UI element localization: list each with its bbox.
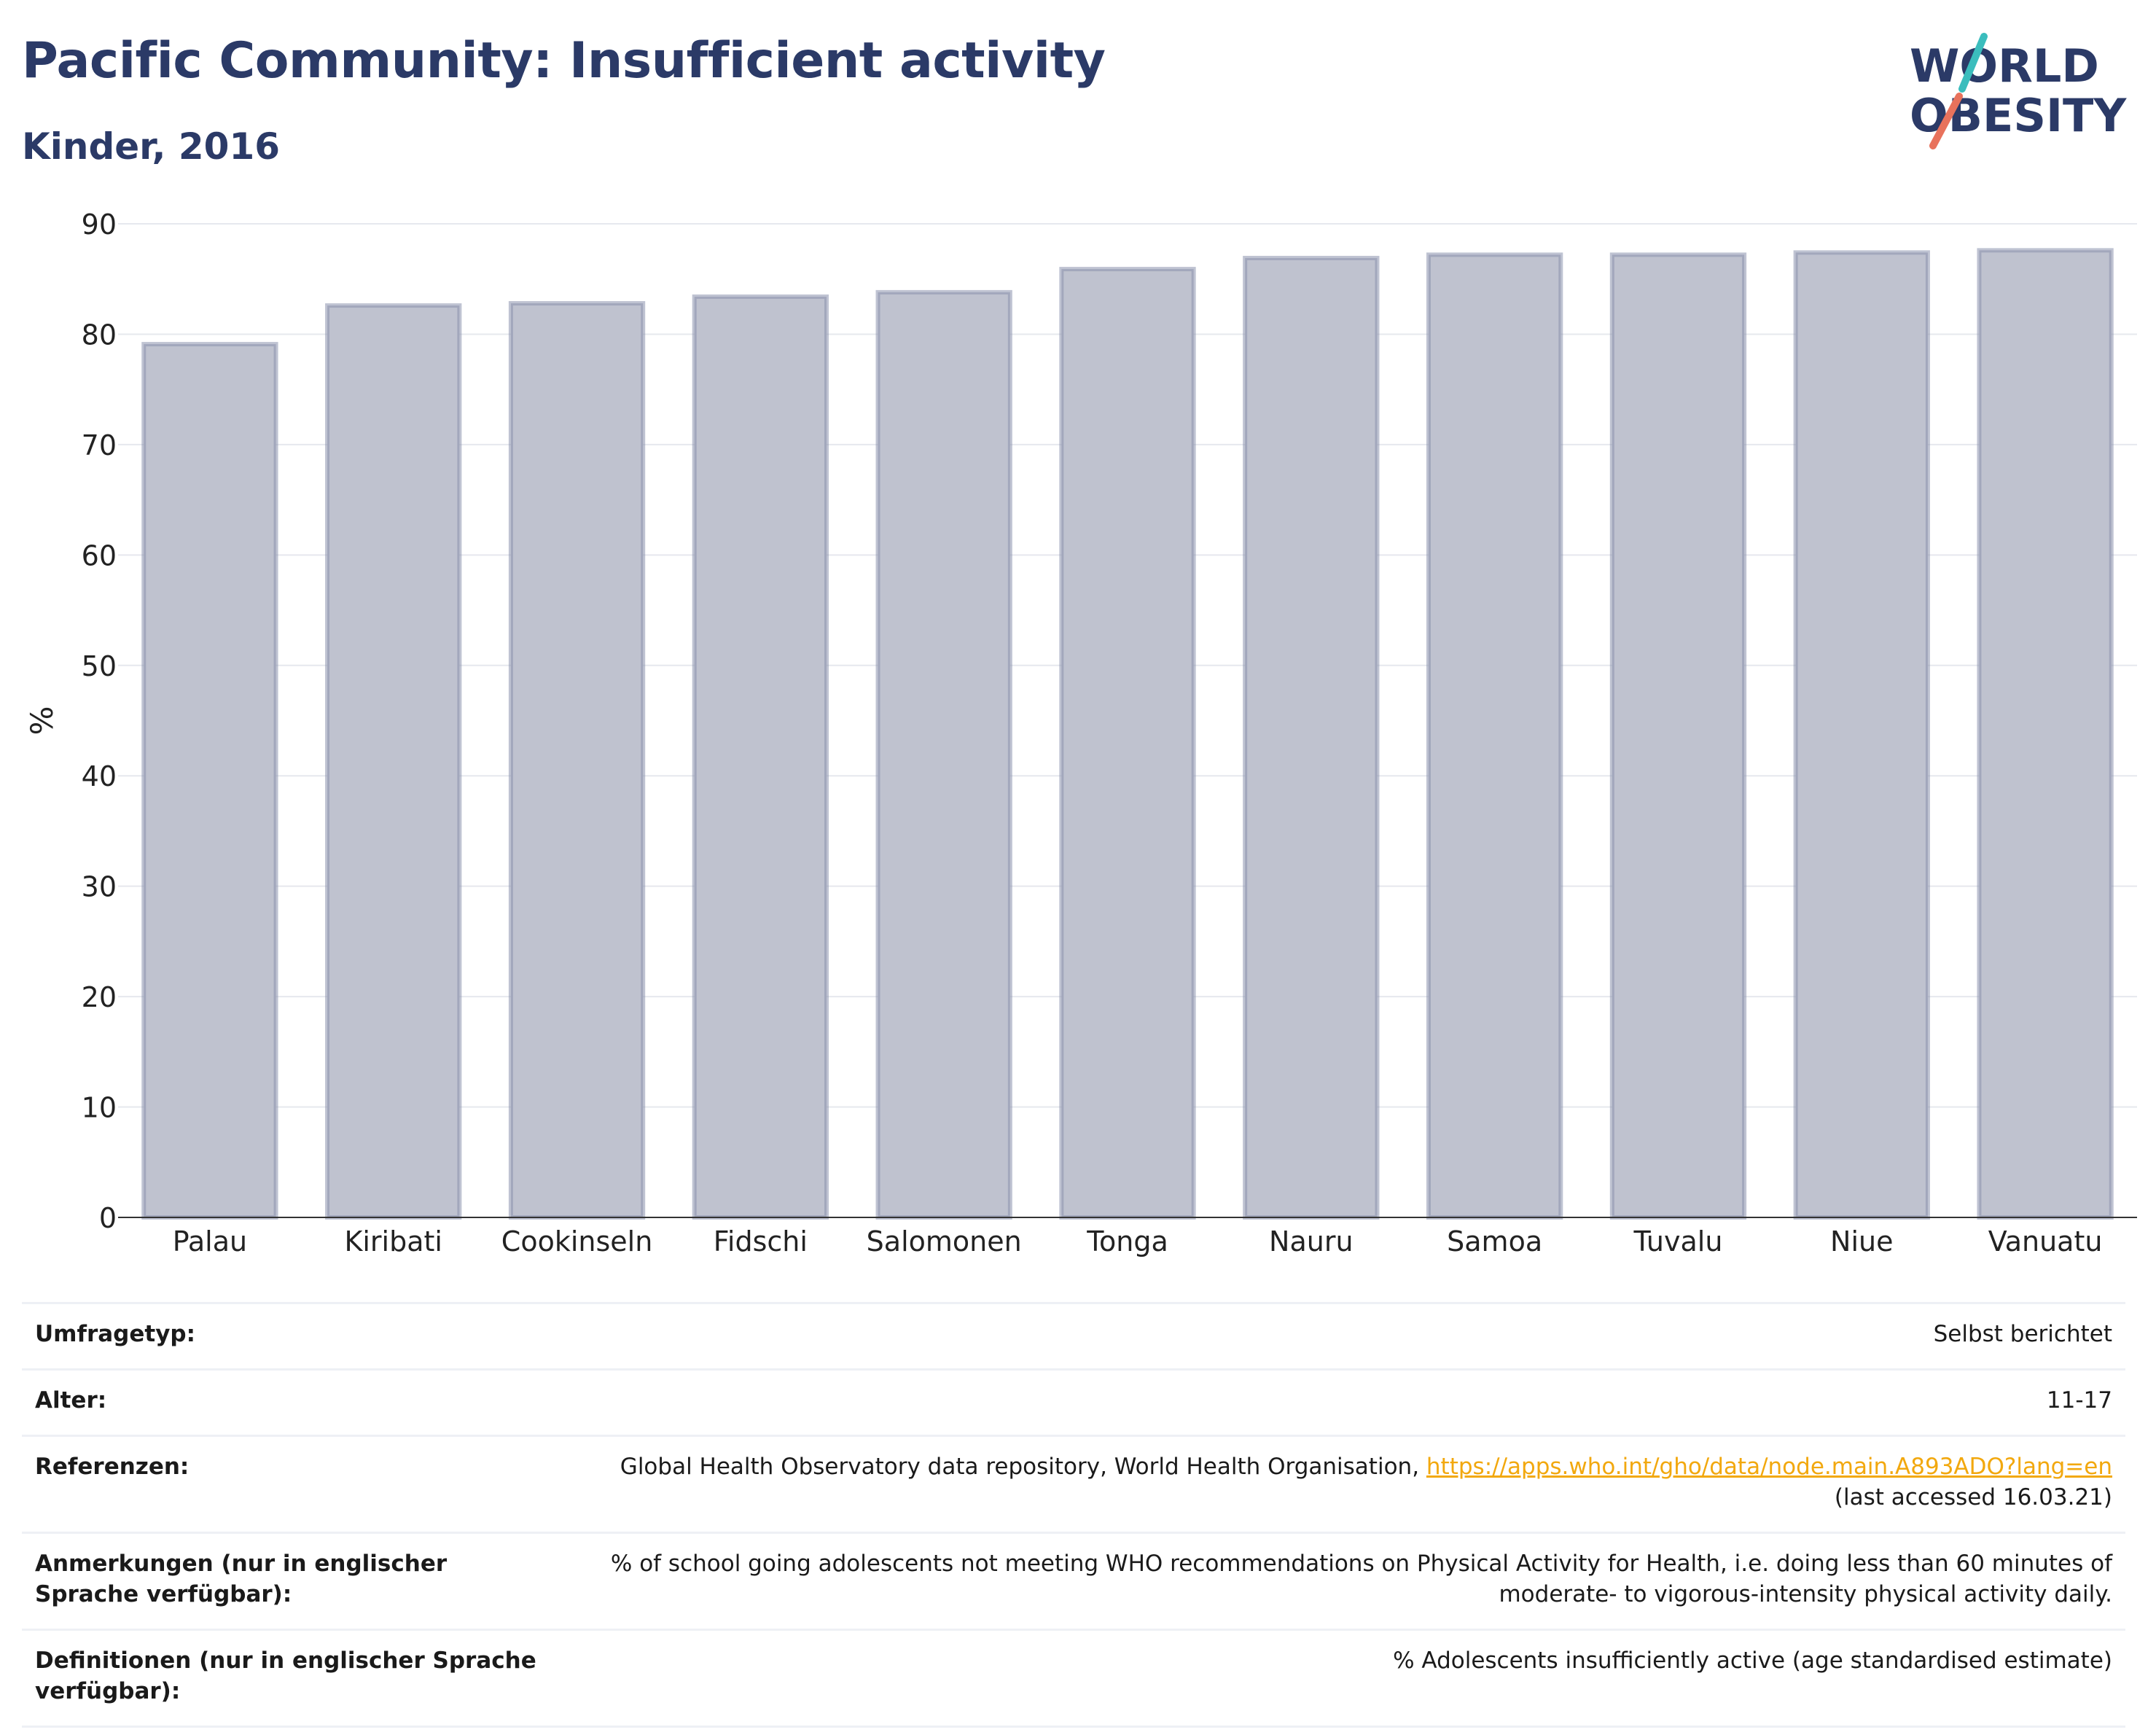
y-tick-label: 50 <box>82 650 117 682</box>
reference-accessed: (last accessed 16.03.21) <box>1834 1484 2112 1510</box>
y-tick-label: 70 <box>82 429 117 461</box>
reference-link[interactable]: https://apps.who.int/gho/data/node.main.… <box>1426 1454 2112 1480</box>
reference-text: Global Health Observatory data repositor… <box>620 1454 1426 1480</box>
x-tick-label: Tonga <box>1086 1225 1168 1258</box>
bar <box>875 289 1012 1220</box>
bar <box>1609 252 1747 1220</box>
y-tick-label: 10 <box>82 1092 117 1124</box>
meta-row-survey-type: Umfragetyp: Selbst berichtet <box>22 1302 2125 1370</box>
y-tick-label: 0 <box>99 1202 117 1234</box>
y-tick-label: 90 <box>82 208 117 241</box>
meta-label: Referenzen: <box>22 1435 558 1533</box>
bar <box>1426 252 1563 1220</box>
x-tick-label: Kiribati <box>344 1225 442 1258</box>
bar <box>141 342 278 1220</box>
x-tick-label: Cookinseln <box>501 1225 653 1258</box>
x-tick-label: Fidschi <box>714 1225 808 1258</box>
meta-row-notes: Anmerkungen (nur in englischer Sprache v… <box>22 1532 2125 1630</box>
y-tick-label: 40 <box>82 760 117 792</box>
y-axis-label: % <box>24 706 60 736</box>
y-tick-label: 20 <box>82 981 117 1013</box>
meta-label: Anmerkungen (nur in englischer Sprache v… <box>22 1532 558 1630</box>
x-tick-label: Salomonen <box>867 1225 1022 1258</box>
bar <box>325 303 462 1220</box>
meta-row-references: Referenzen: Global Health Observatory da… <box>22 1435 2125 1533</box>
logo-text-world: WORLD <box>1910 39 2099 93</box>
bar <box>1059 267 1196 1220</box>
meta-value: Selbst berichtet <box>558 1302 2125 1370</box>
bar <box>1243 255 1380 1220</box>
meta-label: Definitionen (nur in englischer Sprache … <box>22 1629 558 1728</box>
meta-value: Global Health Observatory data repositor… <box>558 1435 2125 1533</box>
meta-row-definitions: Definitionen (nur in englischer Sprache … <box>22 1629 2125 1728</box>
chart-subtitle: Kinder, 2016 <box>22 125 281 168</box>
meta-value: % Adolescents insufficiently active (age… <box>558 1629 2125 1728</box>
bar <box>1793 250 1930 1220</box>
bar <box>508 301 646 1220</box>
meta-value: 11-17 <box>558 1368 2125 1436</box>
meta-label: Alter: <box>22 1368 558 1436</box>
bar <box>1977 248 2114 1220</box>
world-obesity-logo: WORLD OBESITY <box>1910 33 2127 149</box>
y-tick-label: 60 <box>82 539 117 572</box>
y-tick-label: 80 <box>82 319 117 351</box>
x-tick-label: Niue <box>1830 1225 1893 1258</box>
logo-slash-teal <box>1958 33 1988 93</box>
meta-value: % of school going adolescents not meetin… <box>558 1532 2125 1630</box>
chart-title: Pacific Community: Insufficient activity <box>22 32 1106 90</box>
x-tick-label: Nauru <box>1269 1225 1354 1258</box>
x-tick-label: Tuvalu <box>1633 1225 1722 1258</box>
bar <box>692 294 829 1220</box>
x-tick-label: Vanuatu <box>1988 1225 2103 1258</box>
meta-label: Umfragetyp: <box>22 1302 558 1370</box>
meta-row-age: Alter: 11-17 <box>22 1368 2125 1436</box>
bar-chart: 0 10 20 30 40 50 60 70 80 90 Palau Kiribati Cookinse… <box>24 208 2137 1258</box>
metadata-table: Umfragetyp: Selbst berichtet Alter: 11-1… <box>22 1302 2125 1728</box>
y-tick-label: 30 <box>82 871 117 903</box>
x-tick-label: Samoa <box>1447 1225 1542 1258</box>
logo-slash-coral <box>1929 93 1963 149</box>
x-tick-label: Palau <box>173 1225 247 1258</box>
